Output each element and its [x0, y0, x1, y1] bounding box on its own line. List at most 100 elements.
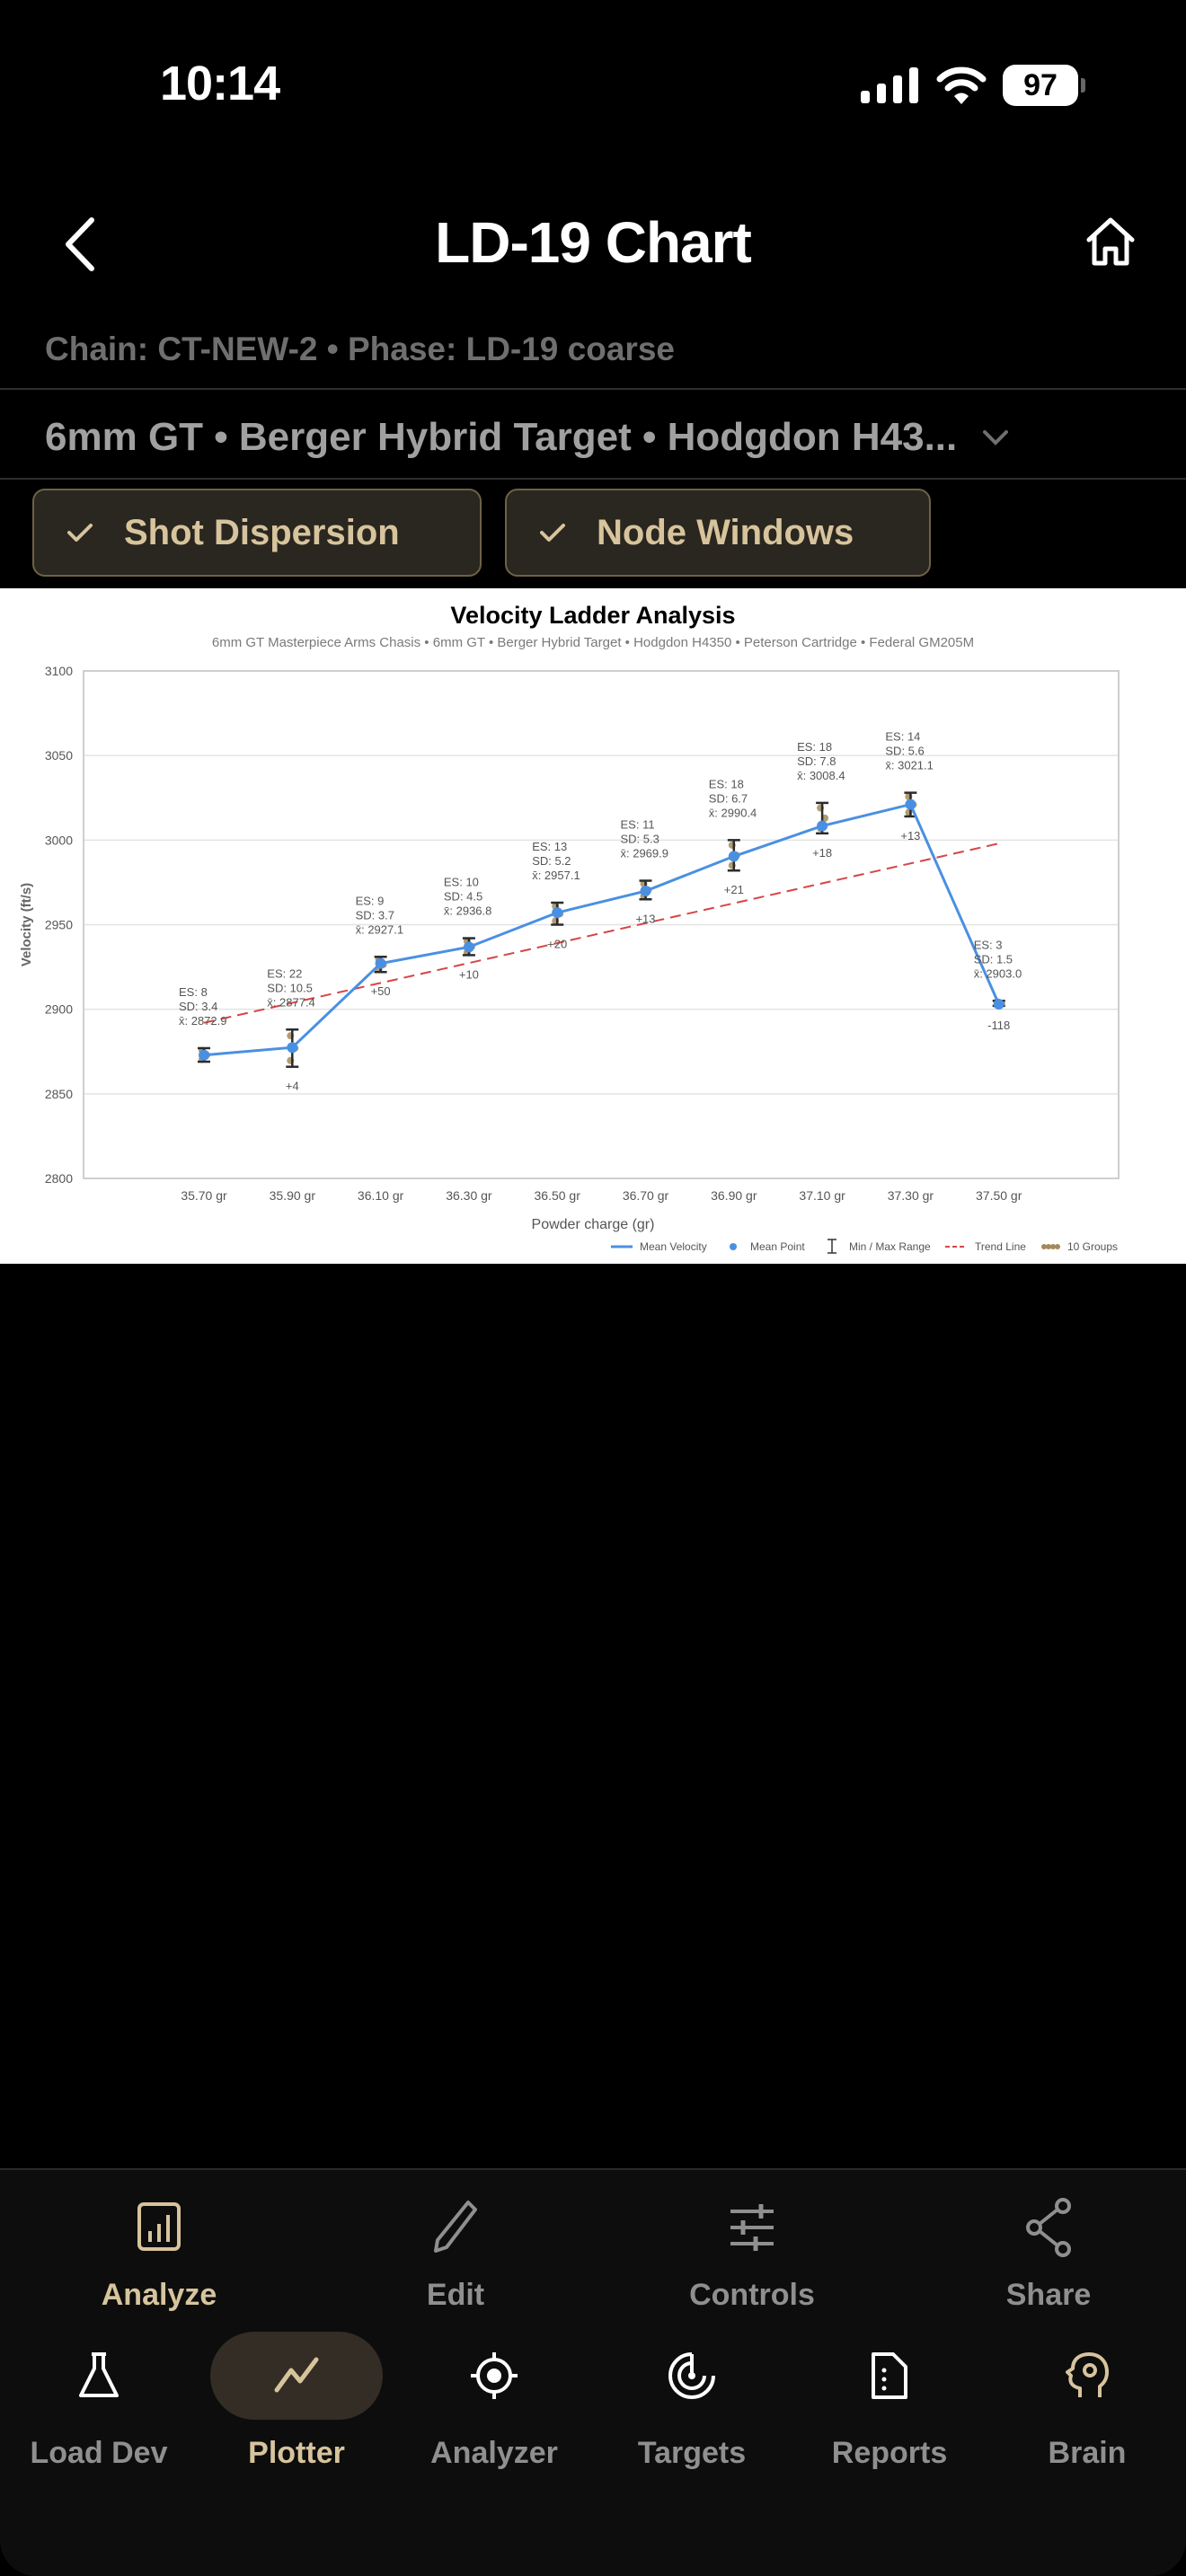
tab-icon-wrap — [606, 2332, 778, 2420]
mean-point — [375, 957, 386, 969]
group-stats-label: ES: 11 — [621, 818, 655, 832]
mean-point — [640, 886, 651, 897]
group-stats-label: ES: 18 — [709, 777, 744, 790]
target-icon — [668, 2352, 715, 2399]
home-icon[interactable] — [1082, 213, 1139, 270]
delta-label: +50 — [371, 984, 391, 998]
chevron-left-icon[interactable] — [56, 213, 110, 276]
x-tick-label: 37.10 gr — [799, 1188, 845, 1203]
delta-label: +18 — [812, 846, 832, 860]
edit-button[interactable]: Edit — [318, 2195, 593, 2313]
x-tick-label: 36.70 gr — [623, 1188, 669, 1203]
tool-label: Edit — [426, 2278, 485, 2312]
group-stats-label: ES: 13 — [532, 840, 567, 853]
legend-groups-swatch — [1046, 1244, 1051, 1249]
chain-phase-label: Chain: CT-NEW-2 • Phase: LD-19 coarse — [45, 331, 675, 367]
action-toolbar: Analyze Edit Controls Share — [0, 2195, 1186, 2313]
chart-title: Velocity Ladder Analysis — [450, 602, 736, 629]
x-tick-label: 37.30 gr — [888, 1188, 934, 1203]
bar-chart-icon — [137, 2202, 181, 2251]
velocity-ladder-chart: 2800 2850 2900 2950 3000 3050 3100 Velocity (ft… — [0, 588, 1186, 1264]
checkmark-icon — [67, 524, 93, 542]
y-tick-label: 3100 — [45, 664, 73, 678]
delta-label: -118 — [987, 1019, 1010, 1032]
cellular-signal-icon — [861, 67, 918, 103]
tab-reports[interactable]: Reports — [791, 2332, 988, 2471]
tab-icon-wrap — [1001, 2332, 1173, 2420]
status-time: 10:14 — [160, 57, 280, 110]
x-axis-label: Powder charge (gr) — [532, 1217, 655, 1232]
crosshair-icon — [471, 2352, 518, 2399]
load-selector-dropdown[interactable]: 6mm GT • Berger Hybrid Target • Hodgdon … — [45, 406, 1141, 469]
status-icons: 97 — [861, 65, 1085, 106]
x-tick-label: 36.10 gr — [358, 1188, 404, 1203]
nav-bar: LD-19 Chart — [0, 193, 1186, 292]
group-stats-label: SD: 5.6 — [885, 745, 924, 758]
tab-icon-wrap — [13, 2332, 185, 2420]
tool-label: Controls — [689, 2278, 815, 2312]
y-tick-label: 3050 — [45, 748, 73, 763]
flask-icon — [79, 2352, 119, 2397]
group-stats-label: SD: 3.7 — [356, 908, 394, 922]
trend-line — [203, 842, 999, 1024]
battery-indicator: 97 — [1003, 65, 1085, 106]
legend-groups-swatch — [1050, 1244, 1056, 1249]
legend-groups-swatch — [1041, 1244, 1047, 1249]
group-stats-label: x̄: 2903.0 — [974, 966, 1022, 980]
group-stats-label: x̄: 2957.1 — [532, 869, 580, 882]
chart-subtitle: 6mm GT Masterpiece Arms Chasis • 6mm GT … — [211, 635, 975, 650]
group-stats-label: SD: 1.5 — [974, 952, 1013, 966]
mean-point — [552, 907, 563, 919]
share-button[interactable]: Share — [911, 2195, 1186, 2313]
chart-plot: 2800 2850 2900 2950 3000 3050 3100 Velocity (ft… — [19, 664, 1120, 1254]
tool-label: Analyze — [101, 2278, 217, 2312]
tab-targets[interactable]: Targets — [593, 2332, 791, 2471]
brain-gear-icon — [1066, 2352, 1109, 2397]
y-tick-label: 2850 — [45, 1087, 73, 1101]
node-windows-toggle[interactable]: Node Windows — [505, 489, 931, 577]
legend-label: Mean Velocity — [640, 1240, 707, 1253]
tab-analyzer[interactable]: Analyzer — [395, 2332, 593, 2471]
legend-label: 10 Groups — [1067, 1240, 1118, 1253]
group-stats-label: x̄: 3021.1 — [885, 759, 934, 772]
mean-point — [993, 999, 1005, 1010]
legend-range-swatch — [828, 1239, 836, 1254]
y-tick-label: 2900 — [45, 1002, 73, 1017]
tab-label: Load Dev — [30, 2436, 168, 2470]
group-stats-label: x̄: 2969.9 — [621, 847, 669, 860]
legend-mean-point-swatch — [730, 1243, 737, 1250]
tab-icon-wrap — [803, 2332, 976, 2420]
analyze-button[interactable]: Analyze — [22, 2195, 296, 2313]
group-stats-label: SD: 5.3 — [621, 833, 659, 846]
delta-label: +20 — [547, 938, 567, 951]
chip-label: Shot Dispersion — [124, 512, 400, 552]
delta-label: +13 — [900, 829, 920, 842]
mean-point — [817, 820, 828, 832]
group-stats-label: x̄: 2927.1 — [356, 922, 404, 936]
mean-point — [463, 941, 474, 953]
tab-brain[interactable]: Brain — [988, 2332, 1186, 2471]
chip-label: Node Windows — [597, 512, 854, 552]
mean-point — [905, 798, 916, 810]
legend-label: Min / Max Range — [849, 1240, 931, 1253]
group-stats-label: x̄: 2872.9 — [179, 1014, 227, 1028]
group-stats-label: x̄: 2990.4 — [709, 806, 757, 819]
tab-plotter[interactable]: Plotter — [198, 2332, 395, 2471]
group-stats-label: ES: 22 — [267, 966, 302, 980]
shot-dispersion-toggle[interactable]: Shot Dispersion — [32, 489, 482, 577]
tool-label: Share — [1005, 2278, 1092, 2312]
delta-label: +10 — [459, 967, 479, 981]
tab-label: Analyzer — [430, 2436, 558, 2470]
tab-bar: Load Dev Plotter Analyzer — [0, 2332, 1186, 2471]
checkmark-icon — [540, 524, 565, 542]
tab-label: Brain — [1048, 2436, 1127, 2470]
share-icon — [1026, 2198, 1071, 2257]
x-tick-label: 36.30 gr — [446, 1188, 492, 1203]
overlay-toggle-chips: Shot Dispersion Node Windows — [32, 489, 931, 577]
x-tick-label: 35.90 gr — [270, 1188, 316, 1203]
group-stats-label: ES: 18 — [797, 740, 832, 754]
trend-line-icon — [274, 2357, 319, 2393]
delta-label: +4 — [286, 1080, 299, 1093]
tab-load-dev[interactable]: Load Dev — [0, 2332, 198, 2471]
controls-button[interactable]: Controls — [615, 2195, 890, 2313]
